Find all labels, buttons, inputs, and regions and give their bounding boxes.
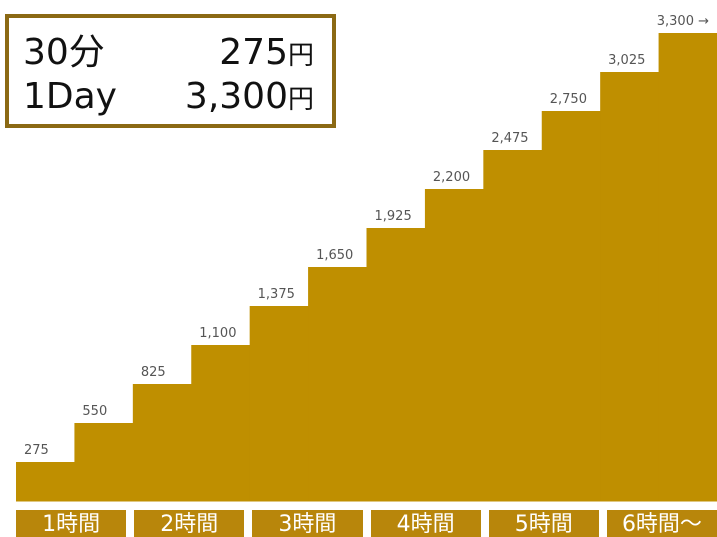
value-label: 550 [82,404,108,419]
step-bar [74,423,134,502]
hour-category-label: 4時間 [370,510,481,537]
hour-category-label: 6時間〜 [606,510,717,537]
value-label: 2,200 [432,170,471,185]
value-label: 275 [24,443,49,458]
step-bar [249,306,309,502]
step-bar [600,72,660,502]
step-bar [191,345,251,502]
step-bar [424,189,484,502]
step-bar [132,384,192,502]
value-label: 2,475 [491,131,529,146]
price-label-1day: 1Day [23,76,117,117]
value-label: 1,375 [257,287,295,302]
value-label: 1,650 [316,248,354,263]
value-label: 1,100 [199,326,237,341]
hour-category-label: 1時間 [16,510,127,537]
step-bar [308,267,368,502]
value-label: 3,025 [608,53,646,68]
step-bar [16,462,76,502]
hour-category-label: 2時間 [134,510,245,537]
value-label: 1,925 [374,209,412,224]
value-label: 3,300 → [656,14,709,29]
value-label: 825 [140,365,166,380]
step-bar [366,228,426,502]
step-bar [483,150,543,502]
yen-unit: 円 [287,85,314,115]
step-bar [658,33,717,502]
hour-category-label: 3時間 [252,510,363,537]
hour-category-label: 5時間 [488,510,599,537]
price-label-30min: 30分 [23,32,105,73]
yen-unit: 円 [287,41,314,71]
price-row-30min: 30分 275円 [23,28,314,78]
price-row-1day: 1Day 3,300円 [23,72,314,122]
price-box: 30分 275円 1Day 3,300円 [5,14,336,128]
hour-category-bar: 1時間 2時間 3時間 4時間 5時間 6時間〜 [16,510,717,537]
value-label: 2,750 [549,92,587,107]
price-amount-30min: 275円 [219,32,314,73]
price-amount-1day: 3,300円 [184,76,314,117]
step-bar [541,111,601,502]
